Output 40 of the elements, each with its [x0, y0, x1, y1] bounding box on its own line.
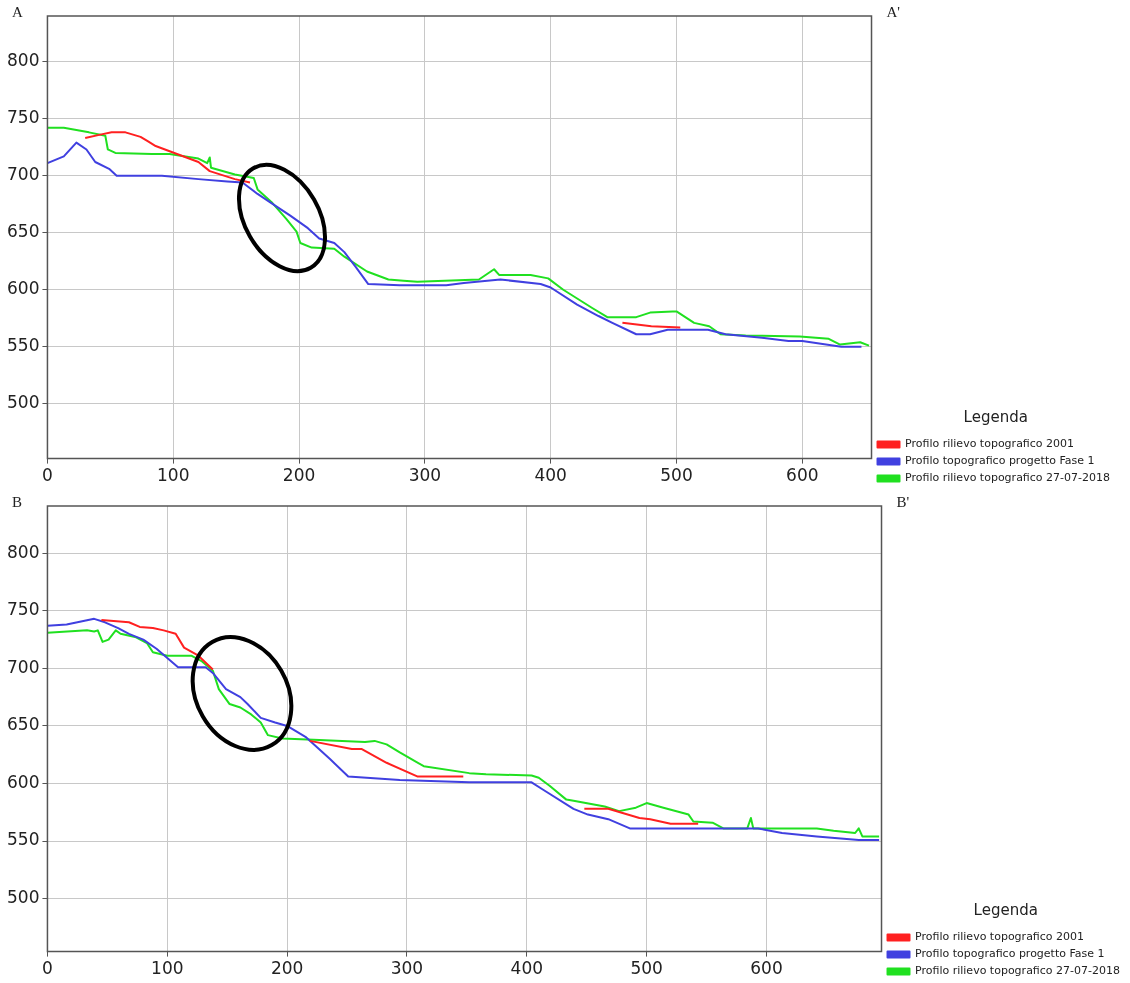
legend-title: Legenda [963, 408, 1028, 427]
legend-label: Profilo rilievo topografico 2001 [905, 437, 1075, 451]
x-tick-label: 0 [42, 958, 53, 979]
y-tick-label: 600 [6, 771, 40, 792]
y-tick-label: 600 [6, 278, 40, 299]
x-tick-label: 500 [660, 465, 693, 486]
y-tick-label: 550 [6, 829, 40, 850]
legend-label: Profilo rilievo topografico 2001 [915, 930, 1085, 944]
x-tick-label: 400 [510, 958, 544, 979]
legend-label: Profilo rilievo topografico 27-07-2018 [905, 471, 1111, 485]
text: A' [886, 4, 901, 21]
x-tick-label: 100 [151, 958, 184, 979]
x-tick-label: 200 [270, 958, 304, 979]
legend-label: Profilo rilievo topografico 27-07-2018 [915, 964, 1121, 978]
x-tick-label: 300 [390, 958, 424, 979]
x-tick-label: 500 [630, 958, 663, 979]
text: B' [896, 494, 910, 511]
x-tick-label: 300 [408, 465, 442, 486]
y-tick-label: 650 [6, 714, 40, 735]
legend-label: Profilo topografico progetto Fase 1 [905, 454, 1095, 468]
y-tick-label: 650 [6, 221, 40, 242]
y-tick-label: 800 [6, 541, 40, 562]
text: B [12, 494, 23, 511]
text: A [12, 4, 23, 21]
x-tick-label: 600 [786, 465, 819, 486]
y-tick-label: 500 [6, 392, 40, 413]
legend-label: Profilo topografico progetto Fase 1 [915, 947, 1105, 961]
y-tick-label: 750 [6, 107, 40, 128]
x-tick-label: 100 [157, 465, 190, 486]
x-tick-label: 600 [750, 958, 783, 979]
y-tick-label: 700 [6, 164, 40, 185]
y-tick-label: 500 [6, 887, 40, 908]
legend-title: Legenda [973, 901, 1038, 920]
x-tick-label: 200 [282, 465, 316, 486]
y-tick-label: 550 [6, 335, 40, 356]
y-tick-label: 750 [6, 599, 40, 620]
x-tick-label: 400 [534, 465, 567, 486]
x-tick-label: 0 [42, 465, 53, 486]
y-tick-label: 800 [6, 50, 40, 71]
y-tick-label: 700 [6, 656, 40, 677]
